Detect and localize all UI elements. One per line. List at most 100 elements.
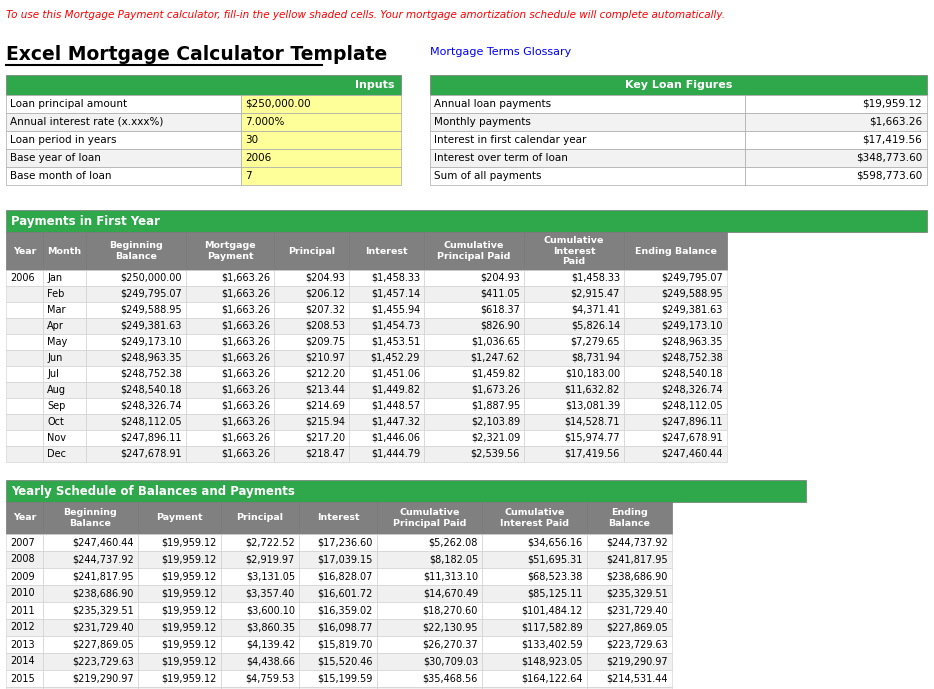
Text: $223,729.63: $223,729.63 [72,657,134,666]
Bar [424,446,524,462]
Text: $18,270.60: $18,270.60 [422,606,478,615]
Bar [430,75,927,95]
Bar [524,430,624,446]
Bar [482,502,587,534]
Bar [299,585,377,602]
Bar [6,95,241,113]
Text: $214.69: $214.69 [305,401,345,411]
Bar [745,149,927,167]
Text: Key Loan Figures: Key Loan Figures [625,80,732,90]
Text: $19,959.12: $19,959.12 [162,657,217,666]
Bar [299,568,377,585]
Bar [624,382,727,398]
Bar [186,430,274,446]
Bar [299,687,377,689]
Bar [6,167,241,185]
Text: $215.94: $215.94 [305,417,345,427]
Bar [6,551,43,568]
Text: $19,959.12: $19,959.12 [162,555,217,564]
Text: $1,663.26: $1,663.26 [220,337,270,347]
Bar [349,446,424,462]
Bar [430,131,745,149]
Bar [524,446,624,462]
Text: $3,131.05: $3,131.05 [246,571,295,582]
Text: $1,663.26: $1,663.26 [220,305,270,315]
Bar [6,334,43,350]
Text: $15,199.59: $15,199.59 [318,674,373,683]
Text: $204.93: $204.93 [480,273,520,283]
Text: 2014: 2014 [10,657,35,666]
Text: Aug: Aug [47,385,66,395]
Text: $1,449.82: $1,449.82 [371,385,420,395]
Bar [6,502,43,534]
Bar [186,302,274,318]
Bar [6,687,43,689]
Text: $235,329.51: $235,329.51 [606,588,668,599]
Bar [6,446,43,462]
Bar [377,602,482,619]
Bar [587,670,672,687]
Text: Interest in first calendar year: Interest in first calendar year [434,135,587,145]
Text: To use this Mortgage Payment calculator, fill-in the yellow shaded cells. Your m: To use this Mortgage Payment calculator,… [6,10,725,20]
Bar [274,318,349,334]
Bar [349,232,424,270]
Bar [86,270,186,286]
Bar [274,398,349,414]
Text: $15,819.70: $15,819.70 [318,639,373,650]
Bar [43,334,86,350]
Bar [424,350,524,366]
Text: Mar: Mar [47,305,65,315]
Text: Sep: Sep [47,401,65,411]
Text: $231,729.40: $231,729.40 [72,622,134,633]
Text: 2012: 2012 [10,622,35,633]
Bar [274,270,349,286]
Bar [6,210,927,232]
Bar [6,480,806,502]
Bar [377,534,482,551]
Text: $2,321.09: $2,321.09 [471,433,520,443]
Bar [624,318,727,334]
Text: $1,663.26: $1,663.26 [220,353,270,363]
Bar [624,430,727,446]
Text: $244,737.92: $244,737.92 [72,555,134,564]
Bar [424,398,524,414]
Text: $85,125.11: $85,125.11 [528,588,583,599]
Text: $248,540.18: $248,540.18 [120,385,182,395]
Text: $1,458.33: $1,458.33 [571,273,620,283]
Bar [241,131,401,149]
Bar [221,551,299,568]
Text: $227,869.05: $227,869.05 [606,622,668,633]
Text: Annual interest rate (x.xxx%): Annual interest rate (x.xxx%) [10,117,163,127]
Bar [274,366,349,382]
Bar [377,687,482,689]
Bar [524,382,624,398]
Bar [43,446,86,462]
Text: $4,371.41: $4,371.41 [571,305,620,315]
Text: $1,036.65: $1,036.65 [471,337,520,347]
Bar [587,687,672,689]
Text: $1,663.26: $1,663.26 [220,417,270,427]
Text: $250,000.00: $250,000.00 [120,273,182,283]
Text: $19,959.12: $19,959.12 [162,674,217,683]
Bar [482,534,587,551]
Bar [6,75,401,95]
Bar [43,398,86,414]
Bar [138,502,221,534]
Bar [221,619,299,636]
Bar [524,350,624,366]
Bar [624,286,727,302]
Text: $3,860.35: $3,860.35 [246,622,295,633]
Bar [424,302,524,318]
Bar [377,568,482,585]
Bar [274,414,349,430]
Bar [274,302,349,318]
Bar [274,430,349,446]
Bar [274,446,349,462]
Bar [624,414,727,430]
Text: $249,381.63: $249,381.63 [120,321,182,331]
Bar [86,414,186,430]
Bar [86,366,186,382]
Text: $598,773.60: $598,773.60 [856,171,922,181]
Bar [43,318,86,334]
Bar [524,366,624,382]
